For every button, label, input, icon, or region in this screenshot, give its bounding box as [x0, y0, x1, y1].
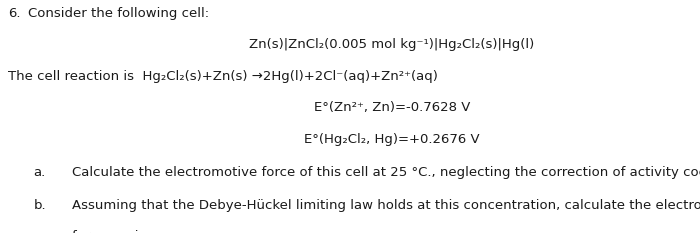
Text: 6.: 6. — [8, 7, 21, 20]
Text: E°(Zn²⁺, Zn)=-0.7628 V: E°(Zn²⁺, Zn)=-0.7628 V — [314, 101, 470, 114]
Text: force again.: force again. — [72, 230, 151, 233]
Text: Zn(s)|ZnCl₂(0.005 mol kg⁻¹)|Hg₂Cl₂(s)|Hg(l): Zn(s)|ZnCl₂(0.005 mol kg⁻¹)|Hg₂Cl₂(s)|Hg… — [249, 38, 535, 51]
Text: The cell reaction is  Hg₂Cl₂(s)+Zn(s) →2Hg(l)+2Cl⁻(aq)+Zn²⁺(aq): The cell reaction is Hg₂Cl₂(s)+Zn(s) →2H… — [8, 70, 438, 83]
Text: Assuming that the Debye-Hückel limiting law holds at this concentration, calcula: Assuming that the Debye-Hückel limiting … — [72, 199, 700, 212]
Text: E°(Hg₂Cl₂, Hg)=+0.2676 V: E°(Hg₂Cl₂, Hg)=+0.2676 V — [304, 133, 480, 146]
Text: a.: a. — [34, 166, 46, 179]
Text: b.: b. — [34, 199, 46, 212]
Text: Calculate the electromotive force of this cell at 25 °C., neglecting the correct: Calculate the electromotive force of thi… — [72, 166, 700, 179]
Text: Consider the following cell:: Consider the following cell: — [28, 7, 209, 20]
